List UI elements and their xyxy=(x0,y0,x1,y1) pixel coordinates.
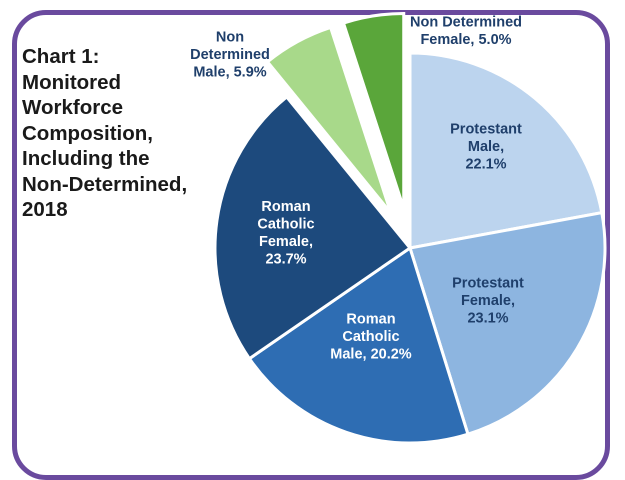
slice-label-non-determined-female: Non Determined Female, 5.0% xyxy=(410,14,522,48)
pie-slice-protestant-male xyxy=(408,51,604,250)
pie-slice-roman-catholic-female xyxy=(213,94,413,361)
pie-slice-non-determined-female xyxy=(341,11,406,209)
slice-label-protestant-female: Protestant Female, 23.1% xyxy=(452,276,524,327)
pie-slice-non-determined-male xyxy=(265,25,393,214)
slice-label-roman-catholic-female: Roman Catholic Female, 23.7% xyxy=(257,199,314,268)
pie-slice-roman-catholic-male xyxy=(247,245,470,445)
slice-label-roman-catholic-male: Roman Catholic Male, 20.2% xyxy=(330,312,412,363)
pie-chart: Protestant Male, 22.1% Protestant Female, 23.… xyxy=(190,11,607,445)
slice-label-non-determined-male: Non Determined Male, 5.9% xyxy=(190,30,270,81)
chart-title: Chart 1: Monitored Workforce Composition… xyxy=(22,45,188,221)
slice-label-protestant-male: Protestant Male, 22.1% xyxy=(450,122,522,173)
pie-slice-protestant-female xyxy=(408,210,607,437)
